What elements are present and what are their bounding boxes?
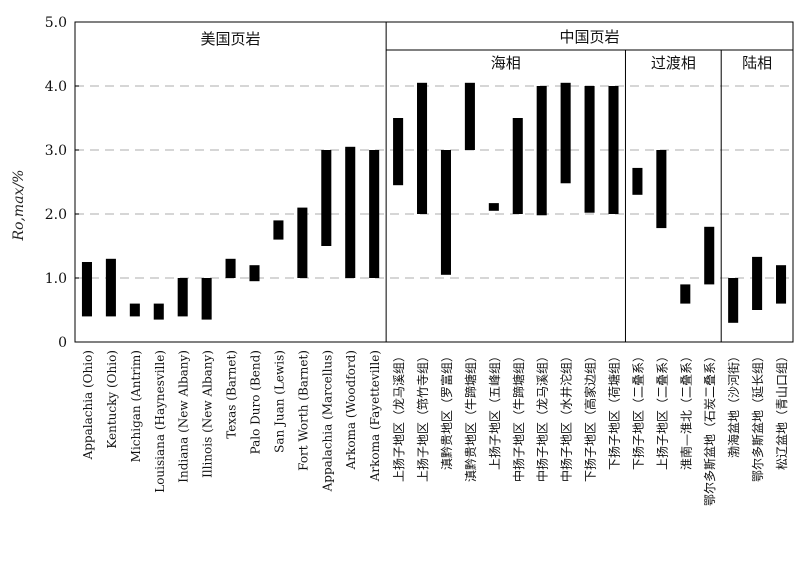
y-tick-label: 3.0 — [45, 143, 67, 159]
range-bar — [177, 278, 188, 317]
range-bar — [656, 150, 667, 229]
x-tick-label: 渤海盆地（沙河街） — [726, 350, 741, 458]
grid-layer — [75, 85, 793, 279]
range-bar — [680, 284, 691, 304]
x-tick-label: 下扬子地区（二叠系） — [630, 350, 645, 470]
range-bar — [512, 118, 523, 214]
x-tick-label: Louisiana (Haynesville) — [153, 350, 167, 493]
range-bar — [584, 86, 595, 213]
group-label-marine: 海相 — [491, 54, 521, 72]
x-tick-labels: Appalachia (Ohio) Kentucky (Ohio) Michigan… — [81, 350, 789, 506]
range-bar — [369, 150, 380, 278]
range-bar — [297, 207, 308, 278]
range-bar — [704, 226, 715, 285]
x-tick-label: Arkoma (Fayetteville) — [368, 350, 382, 482]
x-tick-label: Arkoma (Woodford) — [344, 350, 358, 470]
range-bar — [728, 278, 739, 323]
x-tick-label: Appalachia (Marcellus) — [320, 350, 334, 492]
x-tick-label: 下扬子地区（荷塘组） — [607, 350, 622, 470]
x-tick-label: 鄂尔多斯盆地（石炭二叠系） — [702, 350, 717, 506]
x-tick-label: Appalachia (Ohio) — [81, 350, 95, 460]
x-tick-label: 上扬子地区（龙马溪组） — [391, 350, 406, 482]
range-bar — [81, 262, 92, 317]
plot-frame — [74, 21, 794, 343]
x-tick-label: Fort Worth (Barnet) — [296, 350, 310, 471]
range-bar — [440, 150, 451, 275]
x-tick-label: 下扬子地区（高家边组） — [583, 350, 598, 482]
bars-layer — [81, 82, 787, 323]
y-tick-label: 4.0 — [45, 79, 67, 95]
range-bar — [129, 303, 140, 317]
group-label-us: 美国页岩 — [201, 30, 261, 48]
group-label-transitional: 过渡相 — [651, 54, 696, 72]
x-tick-label: Illinois (New Albany) — [201, 350, 215, 478]
range-bar — [249, 265, 260, 282]
x-tick-label: 松辽盆地（青山口组） — [775, 350, 789, 470]
group-label-continental: 陆相 — [742, 54, 772, 72]
range-bar — [321, 150, 332, 246]
range-bar — [776, 265, 787, 304]
range-bar — [536, 86, 547, 216]
x-tick-label: Michigan (Antrim) — [129, 350, 143, 462]
x-tick-label: 中扬子地区（龙马溪组） — [535, 350, 550, 482]
range-bar — [105, 258, 116, 317]
x-tick-label: 上扬子地区（筇竹寺组） — [415, 350, 430, 482]
x-tick-label: Palo Duro (Bend) — [249, 350, 263, 454]
y-tick-label: 2.0 — [45, 207, 67, 223]
range-bar — [153, 303, 164, 320]
x-tick-label: Kentucky (Ohio) — [105, 350, 119, 449]
group-label-china: 中国页岩 — [560, 28, 620, 46]
x-tick-label: 上扬子地区（二叠系） — [654, 350, 669, 470]
x-tick-label: 中扬子地区（水井沱组） — [559, 350, 574, 482]
y-tick-label: 0 — [58, 335, 67, 351]
range-bar — [225, 258, 236, 278]
x-tick-label: 滇黔贵地区（罗富组） — [439, 350, 454, 470]
range-bar — [464, 82, 475, 150]
x-tick-label: 滇黔贵地区（牛蹄塘组） — [463, 350, 478, 482]
x-tick-label: Indiana (New Albany) — [177, 350, 191, 483]
x-tick-label: Texas (Barnet) — [225, 350, 239, 439]
y-ticks: 0 1.0 2.0 3.0 4.0 5.0 — [45, 15, 79, 351]
range-bar — [345, 146, 356, 278]
range-bar — [632, 167, 643, 195]
y-tick-label: 1.0 — [45, 271, 67, 287]
range-bar — [273, 220, 284, 240]
x-tick-label: 中扬子地区（牛蹄塘组） — [511, 350, 526, 482]
range-bar — [417, 82, 428, 214]
range-bar — [393, 118, 404, 186]
range-bar — [488, 203, 499, 211]
range-bar — [560, 82, 571, 184]
range-bar — [201, 278, 212, 320]
y-tick-label: 5.0 — [45, 15, 67, 31]
x-tick-label: San Juan (Lewis) — [272, 350, 286, 453]
frame-layer — [74, 21, 794, 343]
range-bar — [752, 256, 763, 310]
range-bar — [608, 86, 619, 214]
x-tick-label: 鄂尔多斯盆地（延长组） — [750, 350, 765, 482]
x-tick-label: 淮南—淮北（二叠系） — [678, 350, 693, 470]
x-tick-label: 上扬子地区（五峰组） — [487, 350, 502, 470]
